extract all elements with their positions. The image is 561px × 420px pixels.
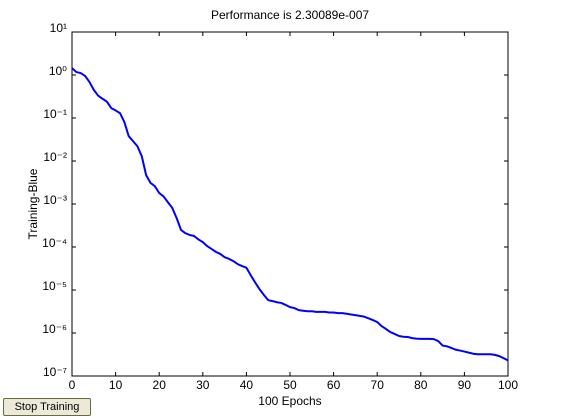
x-tick-label: 70: [371, 378, 385, 392]
x-tick-label: 100: [498, 378, 518, 392]
x-tick-label: 90: [458, 378, 472, 392]
x-tick-label: 50: [283, 378, 297, 392]
axes-box: [71, 31, 509, 377]
y-tick-label: 10⁻⁴: [42, 236, 67, 250]
y-tick-label: 10¹: [50, 21, 67, 35]
x-tick-label: 20: [153, 378, 167, 392]
x-tick-label: 30: [196, 378, 210, 392]
y-tick-label: 10⁻¹: [43, 107, 67, 121]
x-tick-label: 0: [69, 378, 76, 392]
training-line: [71, 67, 509, 362]
x-tick-label: 60: [327, 378, 341, 392]
y-tick-label: 10⁻⁵: [42, 279, 67, 293]
y-tick-label: 10⁻³: [43, 193, 67, 207]
y-tick-label: 10⁻⁷: [43, 365, 67, 379]
chart-title: Performance is 2.30089e-007: [211, 8, 369, 22]
stop-training-button[interactable]: Stop Training: [3, 398, 91, 416]
y-tick-label: 10⁻⁶: [42, 322, 67, 336]
x-tick-label: 10: [109, 378, 123, 392]
y-tick-label: 10⁻²: [43, 150, 67, 164]
x-axis-label: 100 Epochs: [258, 394, 321, 408]
x-tick-label: 40: [240, 378, 254, 392]
y-tick-label: 10⁰: [49, 64, 67, 78]
x-tick-label: 80: [414, 378, 428, 392]
y-axis-label: Training-Blue: [26, 168, 40, 239]
